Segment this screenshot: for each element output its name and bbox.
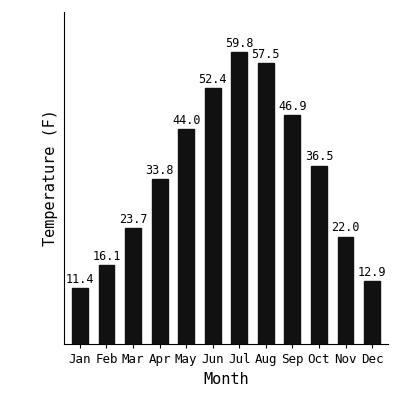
X-axis label: Month: Month (203, 372, 249, 386)
Y-axis label: Temperature (F): Temperature (F) (44, 110, 58, 246)
Bar (98, 265, 114, 344)
Text: 16.1: 16.1 (92, 250, 121, 263)
Bar (231, 52, 247, 344)
Bar (72, 288, 88, 344)
Bar (178, 129, 194, 344)
Bar (125, 228, 141, 344)
Text: 22.0: 22.0 (331, 221, 360, 234)
Text: 36.5: 36.5 (305, 150, 333, 163)
Bar (338, 236, 354, 344)
Text: 46.9: 46.9 (278, 100, 307, 112)
Text: 11.4: 11.4 (66, 273, 94, 286)
Text: 33.8: 33.8 (145, 164, 174, 176)
Text: 57.5: 57.5 (252, 48, 280, 61)
Bar (364, 281, 380, 344)
Bar (152, 179, 168, 344)
Text: 59.8: 59.8 (225, 36, 254, 50)
Bar (258, 63, 274, 344)
Bar (311, 166, 327, 344)
Bar (205, 88, 221, 344)
Text: 44.0: 44.0 (172, 114, 200, 127)
Bar (284, 115, 300, 344)
Text: 12.9: 12.9 (358, 266, 386, 278)
Text: 52.4: 52.4 (198, 73, 227, 86)
Text: 23.7: 23.7 (119, 213, 147, 226)
